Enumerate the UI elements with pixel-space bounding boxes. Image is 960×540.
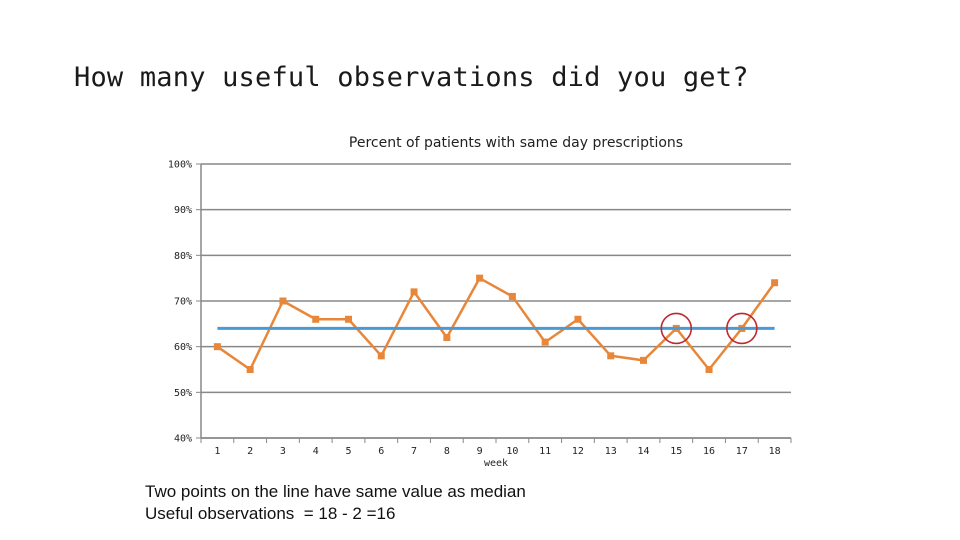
data-point-week-16 bbox=[705, 366, 713, 373]
data-point-week-1 bbox=[213, 343, 221, 351]
data-point-week-13 bbox=[607, 352, 615, 360]
data-point-week-3 bbox=[279, 297, 287, 305]
data-point-week-10 bbox=[508, 292, 516, 300]
x-tick-label: 3 bbox=[280, 446, 286, 457]
highlight-circle-week-17 bbox=[726, 312, 758, 345]
x-tick-label: 7 bbox=[411, 446, 417, 457]
data-point-week-9 bbox=[476, 274, 484, 282]
data-point-week-5 bbox=[345, 315, 352, 323]
x-tick-label: 8 bbox=[444, 446, 450, 457]
x-tick-label: 13 bbox=[605, 446, 617, 457]
x-tick-label: 6 bbox=[378, 446, 384, 457]
x-tick-label: 15 bbox=[670, 446, 682, 457]
y-tick-label: 90% bbox=[174, 205, 192, 216]
data-point-week-11 bbox=[541, 338, 549, 346]
x-tick-label: 12 bbox=[572, 446, 584, 457]
data-point-week-14 bbox=[640, 356, 647, 364]
y-tick-label: 40% bbox=[174, 434, 192, 445]
x-tick-label: 10 bbox=[506, 446, 518, 457]
y-tick-label: 70% bbox=[174, 297, 192, 308]
data-point-week-18 bbox=[771, 279, 779, 287]
x-tick-label: 9 bbox=[477, 446, 483, 457]
highlight-circle-week-15 bbox=[660, 312, 693, 345]
x-tick-label: 11 bbox=[539, 446, 551, 457]
x-tick-label: 5 bbox=[345, 446, 351, 457]
data-point-week-2 bbox=[246, 366, 254, 373]
data-point-week-8 bbox=[443, 334, 451, 342]
x-axis-label: week bbox=[484, 458, 508, 469]
x-tick-label: 17 bbox=[736, 446, 748, 457]
chart-title: Percent of patients with same day prescr… bbox=[349, 135, 683, 151]
x-tick-label: 1 bbox=[214, 446, 220, 457]
series-line bbox=[216, 276, 776, 371]
y-tick-label: 100% bbox=[168, 160, 192, 171]
data-point-week-12 bbox=[574, 315, 582, 323]
x-tick-label: 4 bbox=[313, 446, 319, 457]
x-tick-label: 16 bbox=[703, 446, 715, 457]
data-point-week-6 bbox=[377, 352, 385, 360]
y-tick-label: 60% bbox=[174, 342, 192, 353]
y-tick-label: 50% bbox=[174, 388, 192, 399]
y-tick-label: 80% bbox=[174, 251, 192, 262]
x-tick-label: 18 bbox=[769, 446, 781, 457]
data-point-week-4 bbox=[312, 315, 320, 323]
data-point-week-7 bbox=[410, 288, 418, 296]
x-tick-label: 2 bbox=[247, 446, 253, 457]
slide-title: How many useful observations did you get… bbox=[74, 62, 749, 93]
note-median-points: Two points on the line have same value a… bbox=[145, 482, 526, 501]
note-useful-observations: Useful observations = 18 - 2 =16 bbox=[145, 504, 396, 523]
x-tick-label: 14 bbox=[637, 446, 649, 457]
